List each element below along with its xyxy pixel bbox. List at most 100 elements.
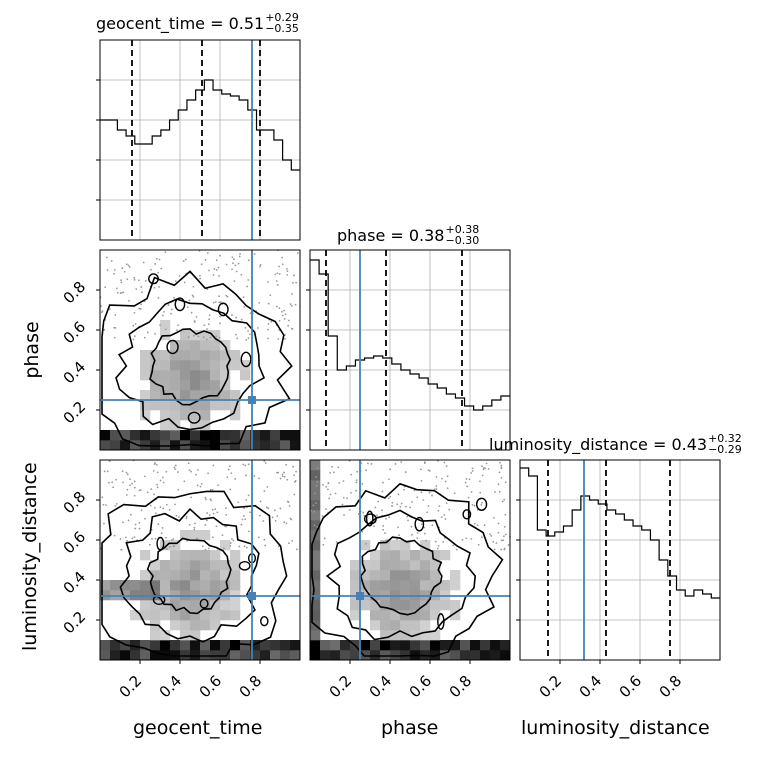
panel-phase-vs-luminosity-distance-point bbox=[436, 547, 439, 550]
panel-phase-vs-luminosity-distance-point bbox=[470, 537, 473, 540]
panel-phase-vs-luminosity-distance-cell bbox=[400, 640, 411, 651]
panel-geocent-time-vs-phase-point bbox=[202, 336, 205, 338]
panel-geocent-time-vs-luminosity-distance-cell bbox=[140, 650, 151, 661]
panel-geocent-time-vs-phase-point bbox=[187, 336, 190, 339]
panel-phase-vs-luminosity-distance-cell bbox=[390, 630, 401, 641]
panel-phase-vs-luminosity-distance-point bbox=[476, 524, 479, 527]
panel-geocent-time-vs-luminosity-distance-point bbox=[247, 463, 250, 466]
panel-phase-vs-luminosity-distance-cell bbox=[440, 580, 451, 591]
panel-geocent-time-vs-phase-cell bbox=[180, 350, 191, 361]
panel-geocent-time-vs-luminosity-distance-cell bbox=[210, 600, 221, 611]
panel-geocent-time-vs-luminosity-distance-cell bbox=[250, 640, 261, 651]
panel-phase-vs-luminosity-distance-cell bbox=[420, 630, 431, 641]
panel-phase-vs-luminosity-distance-point bbox=[376, 514, 378, 517]
panel-geocent-time-vs-luminosity-distance-point bbox=[133, 536, 136, 539]
panel-phase-vs-luminosity-distance-cell bbox=[440, 600, 451, 611]
panel-phase-vs-luminosity-distance-cell bbox=[460, 650, 471, 661]
panel-geocent-time-vs-luminosity-distance-point bbox=[146, 491, 149, 494]
panel-geocent-time-vs-luminosity-distance-truth-marker bbox=[248, 592, 256, 600]
panel-geocent-time-vs-phase-cell bbox=[260, 430, 271, 441]
panel-geocent-time-vs-phase-cell bbox=[280, 430, 291, 441]
panel-geocent-time-vs-luminosity-distance-cell bbox=[230, 610, 241, 621]
panel-phase-vs-luminosity-distance-cell bbox=[430, 570, 441, 581]
panel-phase-vs-luminosity-distance-point bbox=[360, 462, 363, 464]
panel-geocent-time-vs-luminosity-distance-cell bbox=[150, 570, 161, 581]
panel-geocent-time-vs-luminosity-distance-cell bbox=[130, 610, 141, 621]
panel-geocent-time-vs-phase-cell bbox=[230, 360, 241, 371]
panel-geocent-time-vs-phase-point bbox=[184, 258, 187, 261]
panel-geocent-time-vs-luminosity-distance-point bbox=[127, 519, 130, 522]
panel-geocent-time-vs-phase-point bbox=[192, 334, 195, 337]
panel-geocent-time-vs-luminosity-distance-cell bbox=[280, 650, 291, 661]
panel-phase-vs-luminosity-distance-cell bbox=[370, 560, 381, 571]
panel-geocent-time-vs-luminosity-distance-point bbox=[264, 462, 267, 464]
panel-geocent-time-vs-phase-point bbox=[295, 281, 298, 284]
panel-geocent-time-vs-luminosity-distance-cell bbox=[160, 570, 171, 581]
panel-geocent-time-vs-luminosity-distance-cell bbox=[190, 650, 201, 661]
panel-geocent-time-vs-phase-point bbox=[116, 291, 119, 294]
panel-geocent-time-vs-phase-cell bbox=[160, 400, 171, 411]
panel-phase-vs-luminosity-distance-point bbox=[315, 476, 318, 478]
panel-phase-vs-luminosity-distance-cell bbox=[420, 640, 431, 651]
panel-phase-vs-luminosity-distance-cell bbox=[380, 650, 391, 661]
panel-phase-vs-luminosity-distance-cell bbox=[310, 470, 321, 481]
panel-geocent-time-vs-phase-point bbox=[276, 272, 279, 275]
panel-geocent-time-vs-luminosity-distance-cell bbox=[200, 640, 211, 651]
panel-phase-vs-luminosity-distance-point bbox=[373, 525, 375, 528]
panel-geocent-time-vs-phase-cell bbox=[220, 380, 231, 391]
hist-luminosity-distance-frame bbox=[519, 459, 721, 661]
panel-phase-vs-luminosity-distance-point bbox=[406, 515, 409, 518]
panel-phase-vs-luminosity-distance-point bbox=[327, 482, 330, 484]
hist-phase-step bbox=[310, 259, 510, 411]
panel-phase-vs-luminosity-distance-point bbox=[480, 504, 483, 506]
panel-phase-vs-luminosity-distance-cell bbox=[310, 650, 321, 661]
panel-phase-vs-luminosity-distance-cell bbox=[440, 650, 451, 661]
panel-phase-vs-luminosity-distance-point bbox=[440, 477, 443, 480]
panel-phase-vs-luminosity-distance-point bbox=[484, 467, 487, 470]
panel-geocent-time-vs-phase-point bbox=[133, 278, 136, 281]
panel-geocent-time-vs-luminosity-distance-cell bbox=[170, 610, 181, 621]
panel-phase-vs-luminosity-distance-cell bbox=[410, 570, 421, 581]
panel-geocent-time-vs-phase-point bbox=[120, 279, 122, 282]
panel-geocent-time-vs-luminosity-distance-point bbox=[243, 545, 246, 548]
panel-geocent-time-vs-luminosity-distance-point bbox=[175, 514, 178, 517]
xtick-label-phase: 0.2 bbox=[326, 672, 356, 702]
panel-geocent-time-vs-luminosity-distance-point bbox=[162, 481, 165, 484]
panel-geocent-time-vs-luminosity-distance-point bbox=[293, 493, 296, 496]
panel-geocent-time-vs-phase-island bbox=[217, 302, 229, 317]
panel-phase-vs-luminosity-distance-point bbox=[507, 544, 510, 546]
panel-geocent-time-vs-phase-cell bbox=[180, 330, 191, 341]
panel-phase-vs-luminosity-distance-point bbox=[500, 548, 503, 551]
panel-phase-vs-luminosity-distance-cell bbox=[310, 570, 321, 581]
panel-geocent-time-vs-luminosity-distance-cell bbox=[190, 620, 201, 631]
panel-geocent-time-vs-luminosity-distance-point bbox=[113, 534, 116, 537]
panel-phase-vs-luminosity-distance-point bbox=[445, 465, 448, 468]
panel-phase-vs-luminosity-distance-point bbox=[453, 492, 456, 495]
panel-phase-vs-luminosity-distance-cell bbox=[390, 580, 401, 591]
xtick-label-phase: 0.8 bbox=[446, 672, 476, 702]
panel-phase-vs-luminosity-distance-cell bbox=[430, 640, 441, 651]
panel-phase-vs-luminosity-distance-cell bbox=[390, 650, 401, 661]
panel-phase-vs-luminosity-distance-cell bbox=[310, 480, 321, 491]
panel-geocent-time-vs-luminosity-distance-contour-2 bbox=[146, 537, 232, 615]
panel-geocent-time-vs-luminosity-distance-point bbox=[225, 525, 228, 528]
panel-geocent-time-vs-luminosity-distance-point bbox=[241, 518, 244, 521]
panel-geocent-time-vs-luminosity-distance-point bbox=[103, 470, 106, 473]
panel-phase-vs-luminosity-distance-point bbox=[416, 496, 419, 499]
panel-geocent-time-vs-luminosity-distance-cell bbox=[190, 560, 201, 571]
panel-geocent-time-vs-luminosity-distance-contour-0 bbox=[101, 490, 288, 657]
panel-geocent-time-vs-luminosity-distance-cell bbox=[190, 530, 201, 541]
panel-geocent-time-vs-phase-cell bbox=[150, 370, 161, 381]
panel-geocent-time-vs-luminosity-distance-point bbox=[217, 484, 220, 487]
panel-phase-vs-luminosity-distance-point bbox=[328, 497, 331, 500]
panel-geocent-time-vs-luminosity-distance-point bbox=[266, 486, 269, 488]
panel-geocent-time-vs-phase-cell bbox=[180, 410, 191, 421]
panel-geocent-time-vs-luminosity-distance-point bbox=[187, 462, 190, 465]
ytick-label-luminosity-distance: 0.4 bbox=[60, 568, 90, 598]
panel-geocent-time-vs-phase-cell bbox=[240, 360, 251, 371]
panel-geocent-time-vs-luminosity-distance-point bbox=[172, 545, 175, 548]
panel-geocent-time-vs-phase-cell bbox=[180, 370, 191, 381]
panel-geocent-time-vs-phase-cell bbox=[160, 420, 171, 431]
panel-phase-vs-luminosity-distance-cell bbox=[370, 650, 381, 661]
panel-geocent-time-vs-phase-point bbox=[276, 284, 279, 286]
